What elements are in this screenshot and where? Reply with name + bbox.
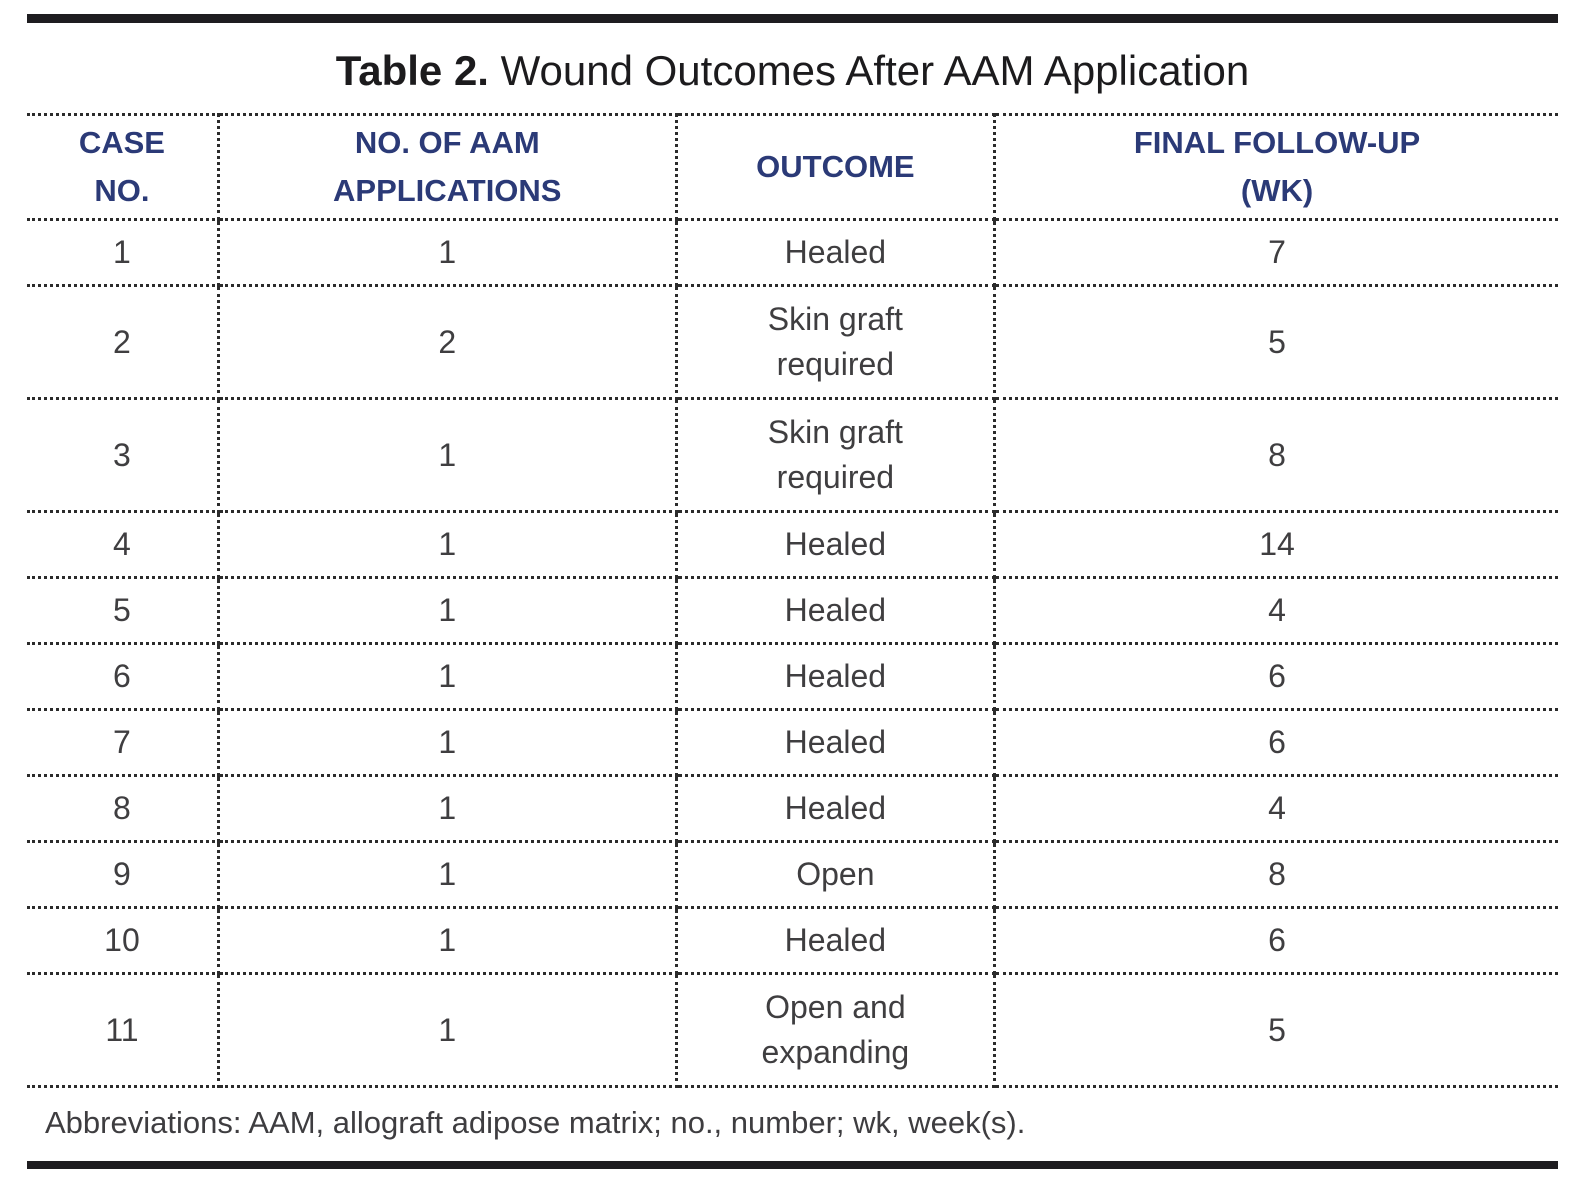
table-row: 1 1 Healed 7 xyxy=(27,218,1558,287)
applications-cell: 1 xyxy=(216,972,678,1088)
table-title-label: Table 2. xyxy=(335,47,489,94)
follow-up-cell: 5 xyxy=(993,284,1558,400)
applications-cell: 1 xyxy=(216,708,678,777)
applications-cell: 1 xyxy=(216,774,678,843)
table-row: 7 1 Healed 6 xyxy=(27,708,1558,777)
case-no-cell: 10 xyxy=(27,906,220,975)
outcome-text: Skin graft required xyxy=(767,414,903,495)
header-row: CASE NO. NO. OF AAM APPLICATIONS OUTCOME… xyxy=(27,113,1558,221)
table-row: 6 1 Healed 6 xyxy=(27,642,1558,711)
follow-up-cell: 14 xyxy=(993,510,1558,579)
outcome-cell: Open xyxy=(674,840,997,909)
follow-up-cell: 8 xyxy=(993,397,1558,513)
outcome-text: Open and expanding xyxy=(761,989,910,1070)
outcome-cell: Healed xyxy=(674,708,997,777)
top-rule xyxy=(27,14,1558,23)
applications-cell: 1 xyxy=(216,510,678,579)
outcome-cell: Skin graft required xyxy=(674,397,997,513)
col-header-case-no: CASE NO. xyxy=(27,113,220,221)
outcome-text: Healed xyxy=(784,922,887,959)
table-title-text: Wound Outcomes After AAM Application xyxy=(500,47,1250,94)
outcome-text: Healed xyxy=(784,234,887,271)
outcome-text: Healed xyxy=(784,724,887,761)
bottom-rule xyxy=(27,1161,1558,1170)
follow-up-cell: 4 xyxy=(993,774,1558,843)
col-header-applications-line2: APPLICATIONS xyxy=(333,173,562,208)
outcome-cell: Healed xyxy=(674,510,997,579)
table-row: 5 1 Healed 4 xyxy=(27,576,1558,645)
col-header-follow-up: FINAL FOLLOW-UP (WK) xyxy=(993,113,1558,221)
table-row: 3 1 Skin graft required 8 xyxy=(27,397,1558,513)
outcome-cell: Healed xyxy=(674,774,997,843)
outcome-text: Healed xyxy=(784,526,887,563)
case-no-cell: 7 xyxy=(27,708,220,777)
outcome-text: Healed xyxy=(784,790,887,827)
table-row: 9 1 Open 8 xyxy=(27,840,1558,909)
follow-up-cell: 8 xyxy=(993,840,1558,909)
col-header-follow-up-line2: (WK) xyxy=(1240,173,1314,208)
outcome-cell: Open and expanding xyxy=(674,972,997,1088)
follow-up-cell: 4 xyxy=(993,576,1558,645)
outcome-text: Open xyxy=(796,856,875,893)
table-row: 10 1 Healed 6 xyxy=(27,906,1558,975)
col-header-applications-line1: NO. OF AAM xyxy=(354,124,540,160)
case-no-cell: 3 xyxy=(27,397,220,513)
table-row: 2 2 Skin graft required 5 xyxy=(27,284,1558,400)
applications-cell: 1 xyxy=(216,642,678,711)
outcome-cell: Healed xyxy=(674,576,997,645)
applications-cell: 1 xyxy=(216,906,678,975)
outcome-text: Healed xyxy=(784,592,887,629)
case-no-cell: 11 xyxy=(27,972,220,1088)
col-header-outcome: OUTCOME xyxy=(674,113,997,221)
abbreviations-footnote: Abbreviations: AAM, allograft adipose ma… xyxy=(45,1105,1026,1140)
case-no-cell: 9 xyxy=(27,840,220,909)
outcome-cell: Healed xyxy=(674,642,997,711)
outcome-cell: Healed xyxy=(674,906,997,975)
case-no-cell: 5 xyxy=(27,576,220,645)
case-no-cell: 1 xyxy=(27,218,220,287)
follow-up-cell: 5 xyxy=(993,972,1558,1088)
table-title: Table 2. Wound Outcomes After AAM Applic… xyxy=(27,23,1558,113)
case-no-cell: 6 xyxy=(27,642,220,711)
case-no-cell: 8 xyxy=(27,774,220,843)
col-header-outcome-line1: OUTCOME xyxy=(756,148,915,184)
outcome-text: Skin graft required xyxy=(767,301,903,382)
applications-cell: 1 xyxy=(216,218,678,287)
case-no-cell: 4 xyxy=(27,510,220,579)
wound-outcomes-table: CASE NO. NO. OF AAM APPLICATIONS OUTCOME… xyxy=(27,113,1558,1088)
table-row: 4 1 Healed 14 xyxy=(27,510,1558,579)
follow-up-cell: 7 xyxy=(993,218,1558,287)
follow-up-cell: 6 xyxy=(993,708,1558,777)
table-row: 8 1 Healed 4 xyxy=(27,774,1558,843)
outcome-text: Healed xyxy=(784,658,887,695)
col-header-case-no-line1: CASE xyxy=(78,124,165,160)
case-no-cell: 2 xyxy=(27,284,220,400)
table-row: 11 1 Open and expanding 5 xyxy=(27,972,1558,1088)
col-header-applications: NO. OF AAM APPLICATIONS xyxy=(216,113,678,221)
follow-up-cell: 6 xyxy=(993,906,1558,975)
col-header-case-no-line2: NO. xyxy=(94,173,150,208)
applications-cell: 1 xyxy=(216,576,678,645)
outcome-cell: Healed xyxy=(674,218,997,287)
applications-cell: 1 xyxy=(216,397,678,513)
outcome-cell: Skin graft required xyxy=(674,284,997,400)
applications-cell: 1 xyxy=(216,840,678,909)
applications-cell: 2 xyxy=(216,284,678,400)
follow-up-cell: 6 xyxy=(993,642,1558,711)
col-header-follow-up-line1: FINAL FOLLOW-UP xyxy=(1133,124,1421,160)
